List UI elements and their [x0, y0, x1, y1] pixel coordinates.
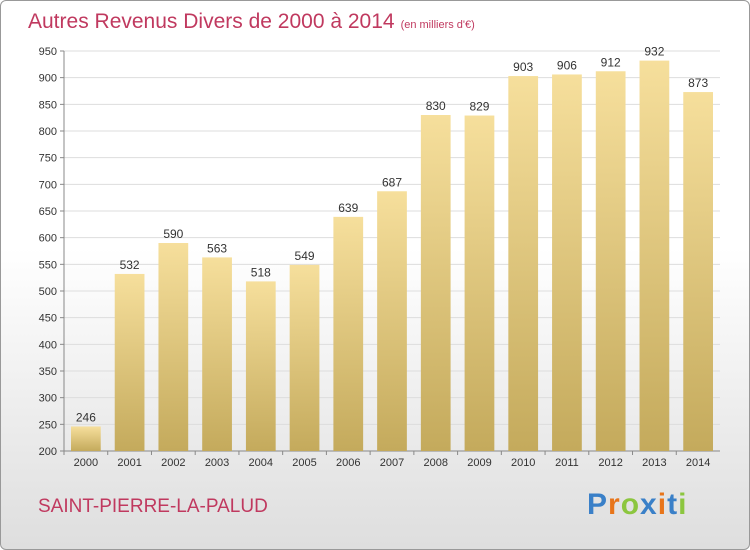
value-label-2008: 830 — [426, 99, 446, 113]
y-tick-label-750: 750 — [39, 153, 57, 165]
brand-logo-letter: i — [678, 488, 688, 521]
x-tick-label-2003: 2003 — [205, 457, 229, 469]
value-label-2001: 532 — [120, 258, 140, 272]
x-tick-label-2007: 2007 — [380, 457, 404, 469]
y-tick-label-700: 700 — [39, 179, 57, 191]
value-label-2010: 903 — [513, 60, 533, 74]
x-tick-label-2014: 2014 — [686, 457, 710, 469]
x-tick-label-2000: 2000 — [74, 457, 98, 469]
value-label-2002: 590 — [163, 227, 183, 241]
value-label-2005: 549 — [295, 249, 315, 263]
bar-2006 — [333, 216, 364, 451]
y-tick-label-250: 250 — [39, 419, 57, 431]
brand-logo-letter: o — [620, 488, 641, 521]
y-tick-label-600: 600 — [39, 233, 57, 245]
bar-2009 — [464, 115, 495, 452]
bar-2010 — [508, 76, 539, 452]
bar-2005 — [289, 264, 320, 451]
brand-logo-letter: P — [587, 488, 609, 521]
y-tick-label-900: 900 — [39, 73, 57, 85]
x-tick-label-2013: 2013 — [642, 457, 666, 469]
x-tick-label-2008: 2008 — [423, 457, 447, 469]
bar-2001 — [114, 273, 145, 451]
bar-2007 — [377, 191, 407, 451]
y-tick-label-850: 850 — [39, 99, 57, 111]
value-label-2014: 873 — [688, 76, 708, 90]
bar-2003 — [202, 257, 232, 451]
bar-2011 — [552, 74, 582, 451]
bar-2014 — [683, 92, 714, 452]
chart-subtitle: (en milliers d'€) — [400, 19, 475, 31]
x-tick-label-2006: 2006 — [336, 457, 360, 469]
y-tick-label-200: 200 — [39, 446, 57, 458]
y-tick-label-500: 500 — [39, 286, 57, 298]
bar-2000 — [70, 426, 101, 451]
value-label-2000: 246 — [76, 410, 96, 424]
chart-title: Autres Revenus Divers de 2000 à 2014 (en … — [28, 10, 475, 34]
y-tick-label-950: 950 — [39, 46, 57, 58]
y-tick-label-400: 400 — [39, 339, 57, 351]
y-tick-label-300: 300 — [39, 393, 57, 405]
value-label-2006: 639 — [338, 201, 358, 215]
x-tick-label-2004: 2004 — [249, 457, 273, 469]
brand-logo-letter: i — [657, 488, 668, 521]
x-tick-label-2012: 2012 — [598, 457, 622, 469]
value-label-2009: 829 — [469, 100, 489, 114]
brand-logo-letter: r — [608, 488, 621, 521]
bar-2004 — [245, 281, 276, 451]
bar-2012 — [595, 71, 626, 452]
y-tick-label-800: 800 — [39, 126, 57, 138]
value-label-2003: 563 — [207, 241, 227, 255]
value-label-2013: 932 — [644, 45, 664, 59]
y-tick-label-650: 650 — [39, 206, 57, 218]
value-label-2011: 906 — [557, 58, 577, 72]
location-name: SAINT-PIERRE-LA-PALUD — [38, 496, 268, 517]
y-tick-label-550: 550 — [39, 259, 57, 271]
x-tick-label-2002: 2002 — [161, 457, 185, 469]
x-tick-label-2010: 2010 — [511, 457, 535, 469]
bar-2013 — [639, 60, 670, 451]
x-tick-label-2011: 2011 — [555, 457, 579, 469]
value-label-2004: 518 — [251, 265, 271, 279]
x-tick-label-2005: 2005 — [292, 457, 316, 469]
chart-title-main: Autres Revenus Divers de 2000 à 2014 — [28, 10, 395, 33]
brand-logo: Proxiti — [587, 488, 687, 522]
y-tick-label-350: 350 — [39, 366, 57, 378]
brand-logo-letter: t — [667, 488, 679, 521]
value-label-2012: 912 — [601, 55, 621, 69]
y-tick-label-450: 450 — [39, 313, 57, 325]
value-label-2007: 687 — [382, 175, 402, 189]
bar-2008 — [420, 115, 451, 451]
x-tick-label-2001: 2001 — [117, 457, 141, 469]
x-tick-label-2009: 2009 — [467, 457, 491, 469]
brand-logo-letter: x — [640, 488, 658, 521]
bar-2002 — [158, 243, 189, 451]
